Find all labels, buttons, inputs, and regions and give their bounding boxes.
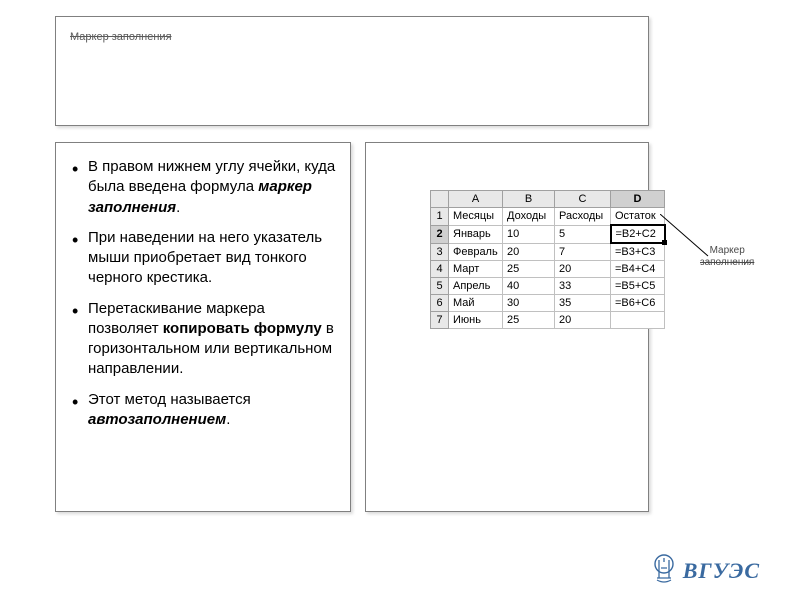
cell: 20 — [555, 261, 611, 278]
cell — [611, 312, 665, 329]
column-header: C — [555, 191, 611, 208]
cell: Июнь — [449, 312, 503, 329]
logo-icon — [651, 554, 677, 588]
list-item: В правом нижнем углу ячейки, куда была в… — [70, 157, 336, 218]
cell: 7 — [555, 243, 611, 261]
cell: Доходы — [503, 208, 555, 226]
cell: =B2+C2 — [611, 225, 665, 243]
cell: Январь — [449, 225, 503, 243]
cell: Апрель — [449, 278, 503, 295]
cell: Март — [449, 261, 503, 278]
cell: Май — [449, 295, 503, 312]
cell: =B4+C4 — [611, 261, 665, 278]
fill-handle[interactable] — [662, 240, 667, 245]
cell: 20 — [555, 312, 611, 329]
row-header: 2 — [431, 225, 449, 243]
title-text: Маркер заполнения — [70, 31, 172, 43]
cell: =B6+C6 — [611, 295, 665, 312]
cell: 25 — [503, 312, 555, 329]
row-header: 6 — [431, 295, 449, 312]
logo-text: ВГУЭС — [683, 558, 760, 584]
corner-cell — [431, 191, 449, 208]
cell: Расходы — [555, 208, 611, 226]
row-header: 4 — [431, 261, 449, 278]
cell: Остаток — [611, 208, 665, 226]
cell: 33 — [555, 278, 611, 295]
row-header: 1 — [431, 208, 449, 226]
list-item: Этот метод называется автозаполнением. — [70, 390, 336, 431]
callout-label: Маркер заполнения — [700, 245, 754, 269]
cell: 5 — [555, 225, 611, 243]
content-box: В правом нижнем углу ячейки, куда была в… — [55, 142, 351, 512]
cell: =B3+C3 — [611, 243, 665, 261]
row-header: 3 — [431, 243, 449, 261]
cell: 35 — [555, 295, 611, 312]
cell: 20 — [503, 243, 555, 261]
cell: =B5+C5 — [611, 278, 665, 295]
list-item: Перетаскивание маркера позволяет копиров… — [70, 299, 336, 380]
list-item: При наведении на него указатель мыши при… — [70, 228, 336, 289]
title-box: Маркер заполнения — [55, 16, 649, 126]
cell: 10 — [503, 225, 555, 243]
column-header: B — [503, 191, 555, 208]
cell: 30 — [503, 295, 555, 312]
cell: 40 — [503, 278, 555, 295]
cell: 25 — [503, 261, 555, 278]
column-header: A — [449, 191, 503, 208]
bullet-list: В правом нижнем углу ячейки, куда была в… — [70, 157, 336, 430]
row-header: 7 — [431, 312, 449, 329]
logo: ВГУЭС — [651, 554, 760, 588]
row-header: 5 — [431, 278, 449, 295]
cell: Февраль — [449, 243, 503, 261]
cell: Месяцы — [449, 208, 503, 226]
spreadsheet-table: ABCD 1МесяцыДоходыРасходыОстаток 2Январь10… — [430, 190, 666, 329]
column-header: D — [611, 191, 665, 208]
